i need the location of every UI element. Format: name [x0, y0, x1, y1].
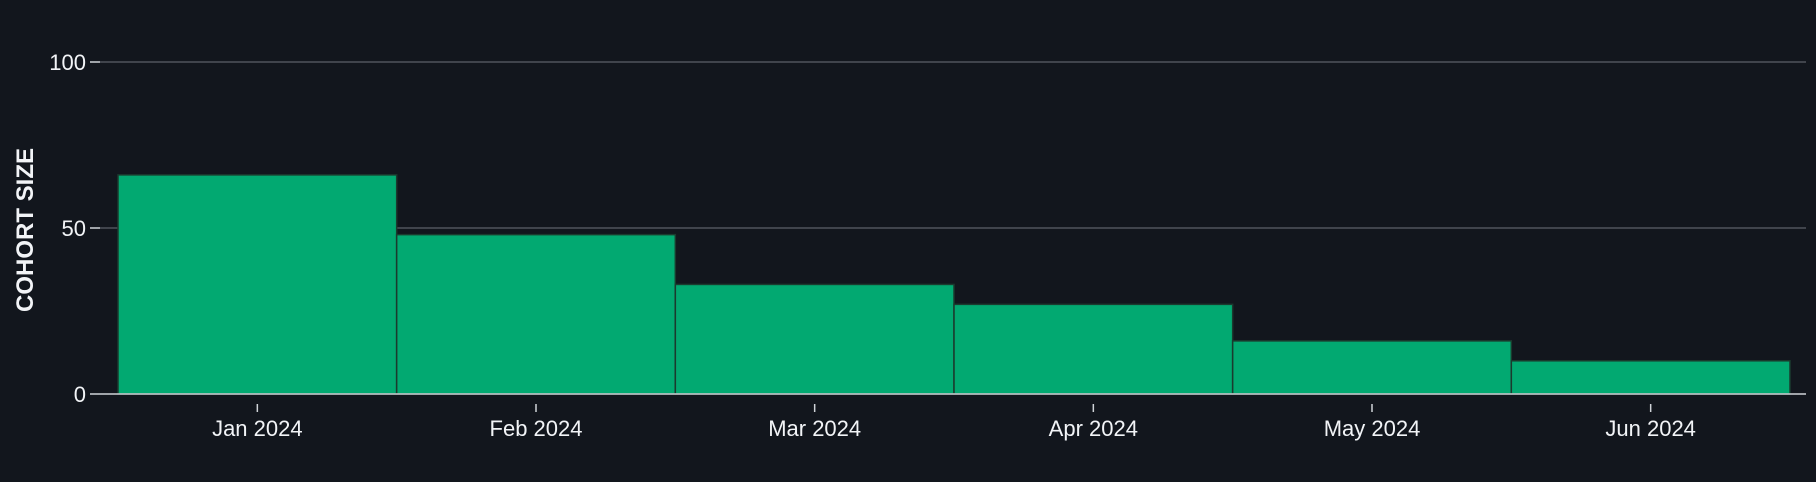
- x-ticks: Jan 2024 Feb 2024 Mar 2024 Apr 2024 May 2024…: [212, 404, 1696, 441]
- x-tick-label-jan-2024: Jan 2024: [212, 416, 303, 441]
- y-tick-label-100: 100: [49, 50, 86, 75]
- x-tick-label-may-2024: May 2024: [1324, 416, 1421, 441]
- bar-jun-2024: [1510, 360, 1791, 395]
- x-tick-label-jun-2024: Jun 2024: [1605, 416, 1696, 441]
- bar-jan-2024: [117, 174, 398, 395]
- bar-feb-2024: [395, 233, 677, 395]
- bars: [117, 174, 1791, 395]
- y-axis-title: COHORT SIZE: [12, 148, 39, 312]
- x-tick-label-mar-2024: Mar 2024: [768, 416, 861, 441]
- y-ticks: 0 50 100: [49, 50, 100, 407]
- y-tick-label-0: 0: [74, 382, 86, 407]
- y-tick-label-50: 50: [62, 216, 86, 241]
- x-tick-label-apr-2024: Apr 2024: [1049, 416, 1138, 441]
- x-tick-label-feb-2024: Feb 2024: [490, 416, 583, 441]
- bar-mar-2024: [674, 283, 955, 395]
- bar-may-2024: [1231, 340, 1513, 395]
- bar-apr-2024: [953, 303, 1234, 395]
